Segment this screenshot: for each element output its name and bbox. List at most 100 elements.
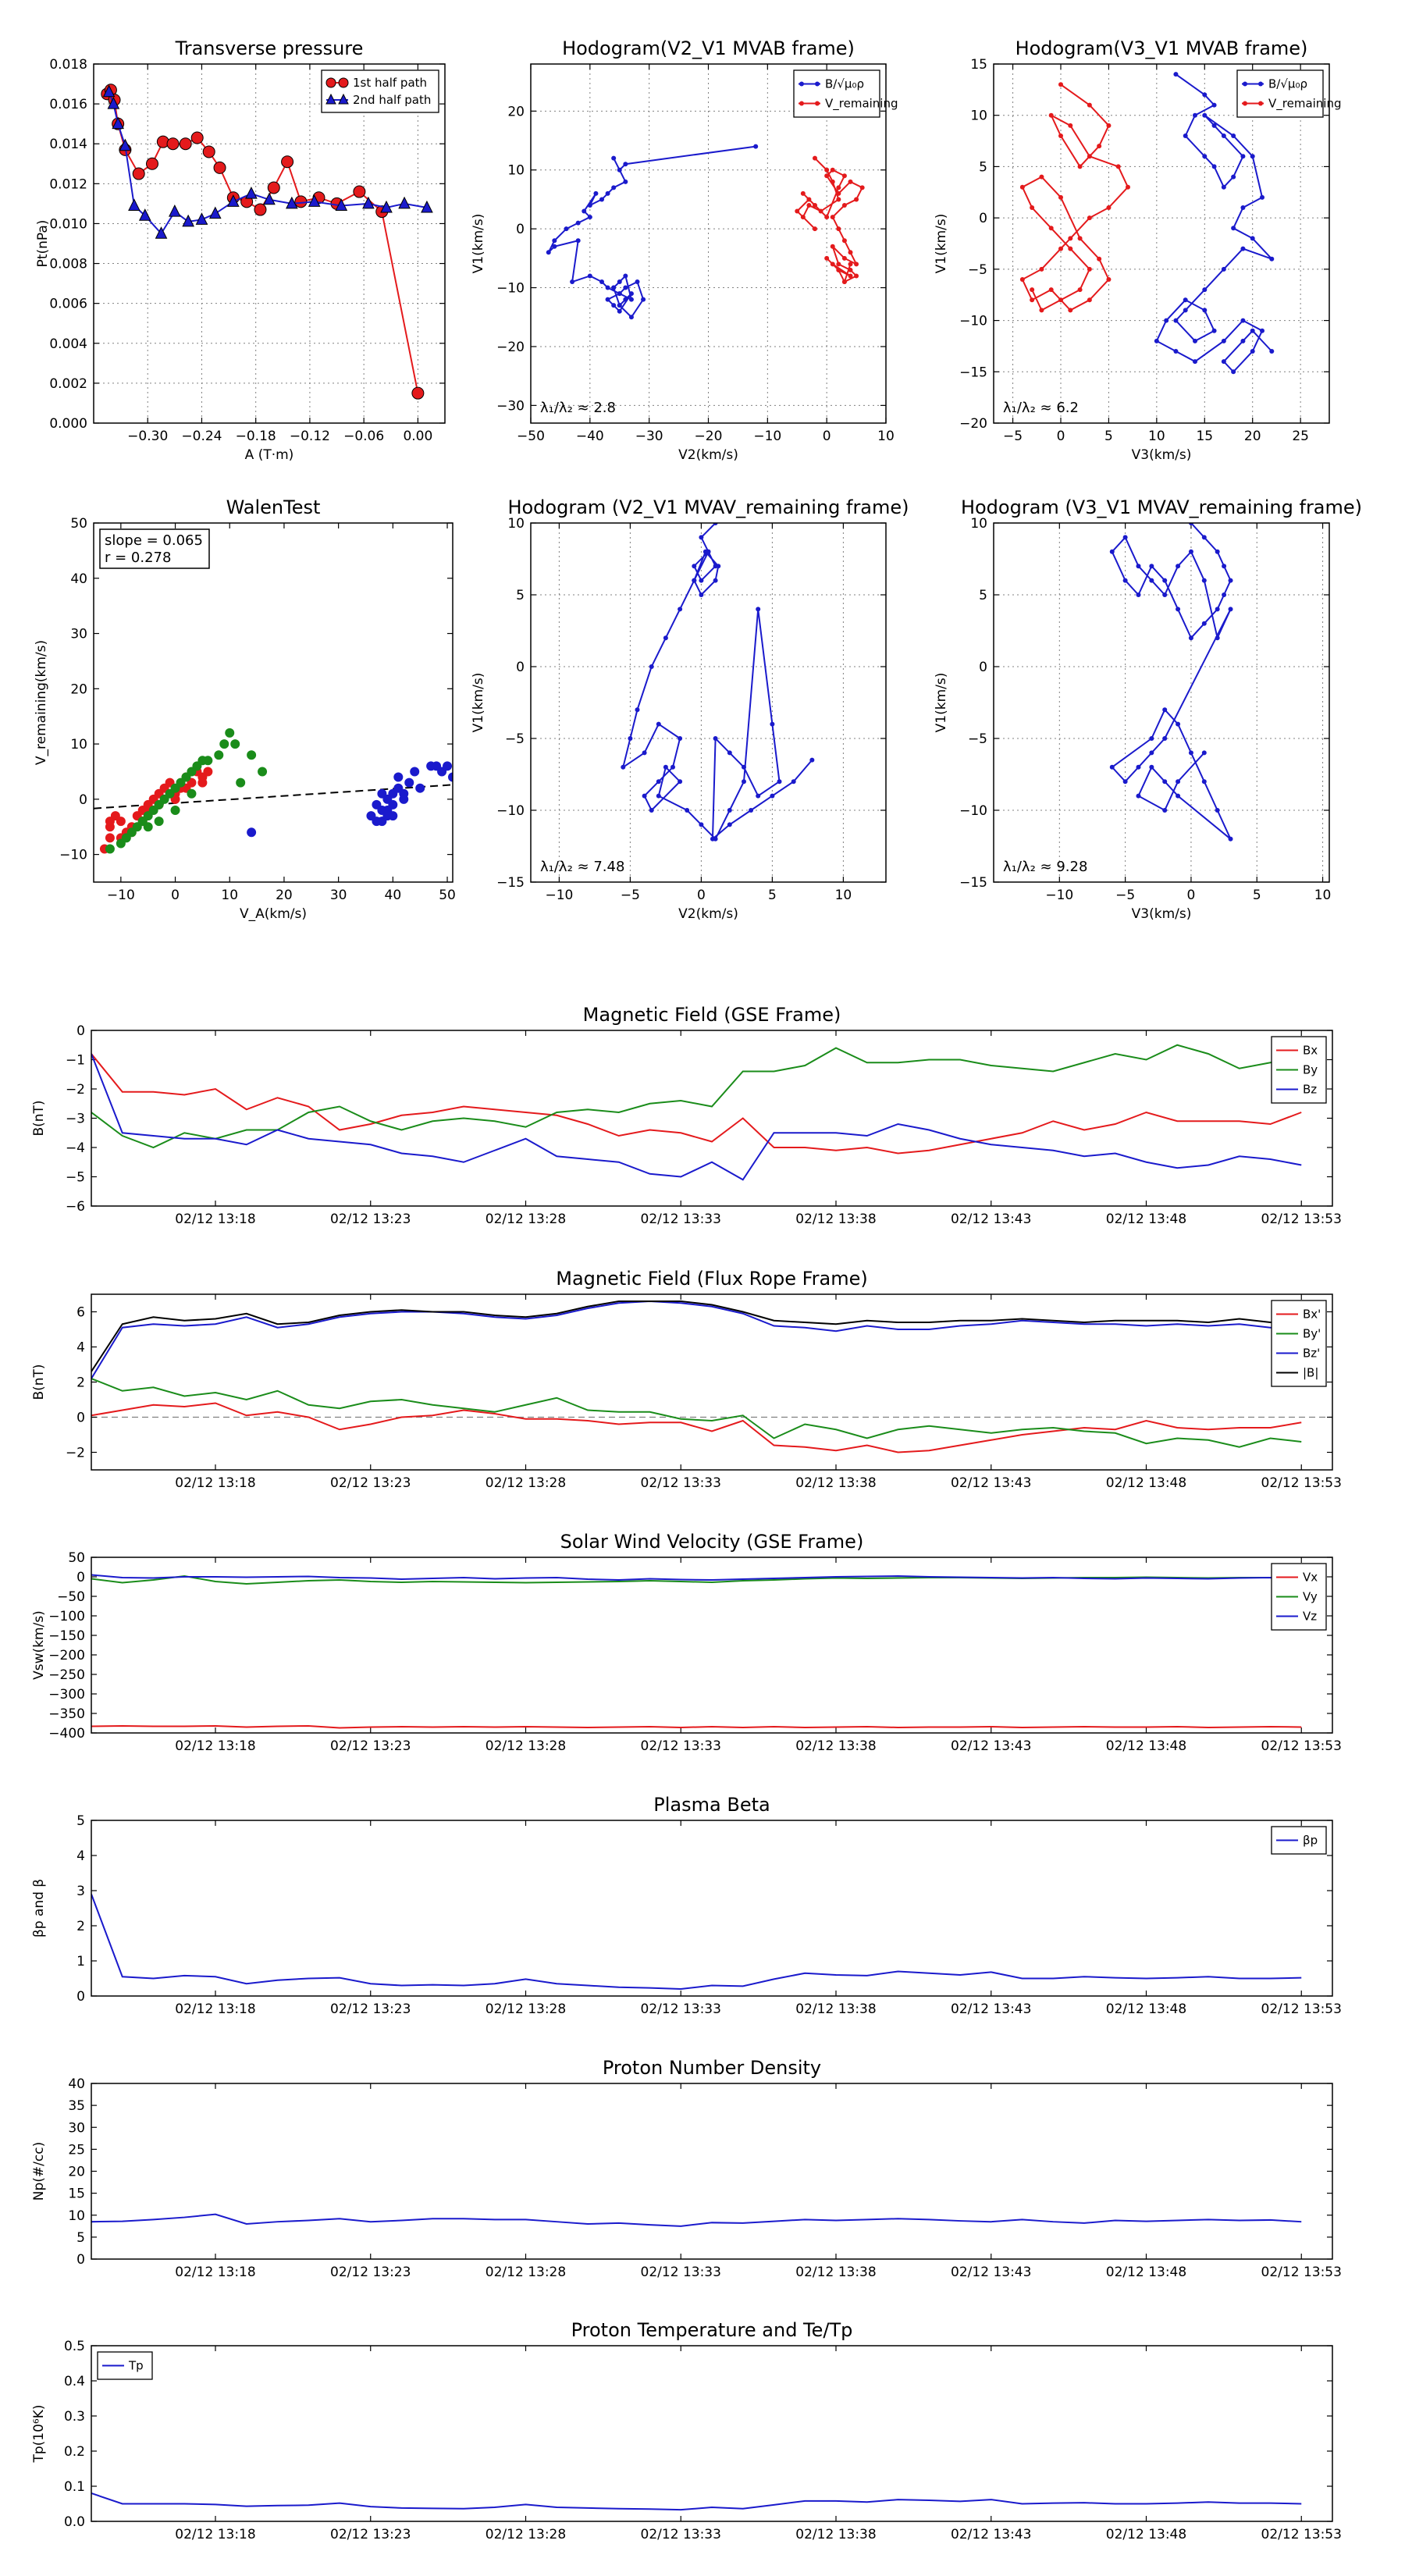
data-point (727, 822, 732, 827)
legend-marker (799, 81, 804, 87)
y-axis-label: Np(#/cc) (31, 2142, 47, 2201)
plot-frame (91, 1557, 1333, 1734)
data-point (1162, 578, 1168, 583)
data-point (388, 799, 398, 809)
data-point (649, 808, 654, 813)
data-point (742, 779, 746, 785)
data-point (1221, 338, 1226, 343)
y-tick-label: 40 (68, 2076, 85, 2092)
data-point (1193, 338, 1197, 343)
data-point (432, 761, 442, 771)
data-point (685, 808, 690, 813)
plot-area (91, 1044, 1302, 1181)
data-point (830, 215, 835, 220)
data-point (165, 788, 175, 799)
data-point (393, 772, 404, 782)
y-tick-label: 0.010 (49, 216, 87, 232)
data-point (377, 806, 387, 815)
data-point (1211, 164, 1217, 169)
x-tick-label: −10 (107, 888, 135, 903)
data-point (1231, 133, 1236, 138)
series-line (621, 523, 813, 841)
y-tick-label: −3 (66, 1112, 85, 1127)
series-line (547, 145, 756, 318)
chart-h4: Hodogram (V3_V1 MVAV_remaining frame) −10… (934, 496, 1362, 922)
data-point (1215, 549, 1220, 554)
x-tick-label: −5 (1003, 429, 1023, 444)
data-point (854, 262, 859, 267)
data-point (841, 238, 847, 244)
data-point (181, 772, 191, 782)
data-point (154, 799, 164, 809)
legend: Bx' By' Bz' |B| (1271, 1300, 1327, 1387)
annotation-text: λ₁/λ₂ ≈ 7.48 (540, 859, 624, 875)
x-tick-label: 02/12 13:18 (175, 1475, 255, 1491)
data-point (214, 750, 224, 760)
data-point (1122, 779, 1128, 785)
x-tick-label: 02/12 13:48 (1106, 1212, 1186, 1227)
data-point (294, 195, 308, 208)
legend-label: Vy (1303, 1590, 1318, 1604)
data-point (1250, 154, 1255, 159)
y-tick-label: −400 (48, 1726, 85, 1742)
y-axis-label: Tp(10⁶K) (31, 2404, 47, 2463)
data-point (159, 794, 169, 804)
data-point (1250, 328, 1255, 333)
x-tick-label: 02/12 13:33 (641, 1212, 721, 1227)
data-point (1215, 635, 1220, 641)
data-point (605, 297, 610, 302)
data-point (372, 817, 382, 827)
chart-walen: WalenTest −10 0 10 20 30 40 50 −10 0 10 20 30 40 50 V_A… (34, 496, 456, 922)
data-point (192, 761, 202, 771)
y-tick-label: 20 (507, 104, 525, 119)
data-point (132, 811, 142, 821)
data-point (1250, 236, 1255, 241)
data-point (611, 185, 617, 190)
x-tick-label: −0.18 (236, 429, 276, 444)
data-point (410, 767, 420, 777)
chart-title: Plasma Beta (653, 1794, 770, 1816)
data-point (1039, 308, 1044, 313)
series-2 (91, 1053, 1302, 1181)
y-tick-label: −150 (48, 1628, 85, 1644)
data-point (582, 208, 587, 214)
data-point (713, 578, 718, 583)
series-line (91, 1044, 1302, 1149)
data-point (258, 767, 268, 777)
x-tick-label: 30 (330, 888, 347, 903)
series-line (1155, 73, 1273, 373)
chart-title: Hodogram(V2_V1 MVAB frame) (562, 37, 855, 59)
data-point (227, 194, 240, 207)
data-point (448, 772, 453, 782)
series-0 (91, 1053, 1302, 1155)
data-point (197, 777, 208, 788)
data-point (770, 793, 775, 799)
data-point (143, 811, 153, 821)
data-point (617, 308, 622, 314)
series-line (91, 1378, 1302, 1448)
y-tick-label: 0.016 (49, 97, 87, 112)
x-tick-label: 0 (1057, 429, 1065, 444)
data-point (225, 728, 235, 738)
x-tick-label: 10 (1314, 888, 1332, 903)
data-point (1149, 578, 1154, 583)
data-point (1228, 578, 1233, 583)
series-0 (621, 523, 815, 841)
y-tick-label: 2 (76, 1919, 85, 1934)
data-point (656, 779, 661, 785)
data-point (1162, 808, 1168, 813)
data-point (1087, 266, 1092, 272)
y-tick-label: 0 (979, 211, 987, 226)
data-point (105, 844, 115, 854)
y-tick-label: 5 (516, 588, 525, 603)
data-point (1149, 564, 1154, 569)
y-tick-label: 0.0 (64, 2514, 85, 2530)
data-point (1019, 184, 1025, 190)
data-point (1068, 308, 1073, 313)
data-point (663, 764, 668, 770)
data-point (1215, 607, 1220, 612)
data-point (1211, 102, 1217, 108)
y-tick-label: 40 (70, 571, 87, 587)
data-point (727, 750, 732, 756)
